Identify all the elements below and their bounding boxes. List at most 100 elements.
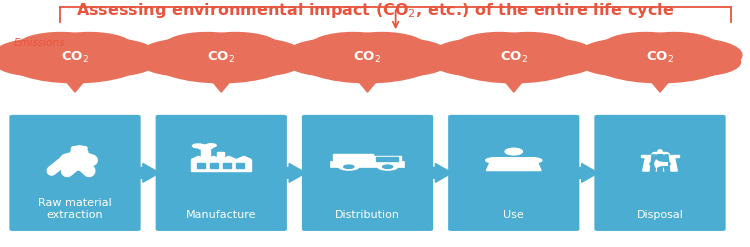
FancyBboxPatch shape: [594, 115, 725, 231]
Circle shape: [475, 53, 553, 79]
Circle shape: [578, 39, 678, 71]
Circle shape: [207, 38, 285, 63]
Circle shape: [589, 36, 731, 83]
Circle shape: [580, 48, 662, 76]
Polygon shape: [487, 158, 541, 170]
Circle shape: [500, 38, 578, 63]
Circle shape: [339, 164, 358, 170]
Circle shape: [365, 48, 448, 76]
Polygon shape: [223, 163, 231, 168]
Polygon shape: [191, 160, 251, 170]
Circle shape: [182, 53, 260, 79]
Circle shape: [450, 38, 528, 63]
Circle shape: [73, 48, 155, 76]
Circle shape: [141, 48, 224, 76]
Circle shape: [630, 33, 718, 62]
Circle shape: [484, 33, 572, 62]
Ellipse shape: [486, 158, 506, 163]
FancyBboxPatch shape: [448, 115, 579, 231]
Circle shape: [496, 39, 596, 71]
Text: Manufacture: Manufacture: [186, 210, 256, 220]
Text: Distribution: Distribution: [335, 210, 400, 220]
Circle shape: [602, 33, 690, 62]
Circle shape: [71, 148, 87, 153]
Circle shape: [16, 33, 105, 62]
Ellipse shape: [522, 158, 542, 163]
Circle shape: [286, 39, 386, 71]
Polygon shape: [136, 164, 159, 182]
Polygon shape: [201, 150, 210, 160]
Circle shape: [193, 144, 204, 148]
Circle shape: [596, 38, 674, 63]
Polygon shape: [576, 164, 598, 182]
Circle shape: [0, 48, 77, 76]
Circle shape: [57, 39, 157, 71]
Polygon shape: [503, 79, 524, 92]
Polygon shape: [236, 163, 244, 168]
Circle shape: [432, 39, 532, 71]
Circle shape: [433, 48, 516, 76]
Text: CO$_2$: CO$_2$: [207, 50, 236, 65]
Circle shape: [344, 165, 354, 168]
Circle shape: [382, 165, 393, 168]
Circle shape: [206, 144, 216, 147]
Polygon shape: [374, 156, 400, 165]
Circle shape: [377, 164, 398, 170]
Circle shape: [350, 39, 449, 71]
Circle shape: [455, 33, 544, 62]
Circle shape: [150, 36, 292, 83]
Circle shape: [303, 38, 382, 63]
Circle shape: [650, 161, 670, 167]
Circle shape: [658, 48, 740, 76]
Text: Emissions: Emissions: [13, 38, 65, 48]
FancyBboxPatch shape: [155, 115, 286, 231]
Circle shape: [442, 36, 585, 83]
Text: Assessing environmental impact (CO$_2$, etc.) of the entire life cycle: Assessing environmental impact (CO$_2$, …: [76, 1, 674, 20]
Text: CO$_2$: CO$_2$: [61, 50, 89, 65]
Circle shape: [353, 38, 432, 63]
Polygon shape: [643, 157, 677, 171]
Circle shape: [191, 33, 280, 62]
Polygon shape: [641, 155, 679, 157]
Polygon shape: [376, 157, 398, 161]
Polygon shape: [217, 152, 224, 160]
Circle shape: [61, 38, 140, 63]
Polygon shape: [191, 156, 251, 160]
FancyBboxPatch shape: [9, 115, 141, 231]
Polygon shape: [71, 147, 88, 148]
Circle shape: [512, 48, 594, 76]
Circle shape: [296, 36, 439, 83]
Circle shape: [10, 38, 89, 63]
Polygon shape: [64, 79, 86, 92]
Polygon shape: [210, 163, 218, 168]
Text: Raw material
extraction: Raw material extraction: [38, 198, 112, 220]
Text: CO$_2$: CO$_2$: [353, 50, 382, 65]
Polygon shape: [357, 79, 378, 92]
Polygon shape: [650, 79, 670, 92]
Circle shape: [140, 39, 239, 71]
Circle shape: [655, 162, 665, 165]
Polygon shape: [196, 163, 206, 168]
Circle shape: [338, 33, 426, 62]
Circle shape: [328, 53, 406, 79]
Text: Disposal: Disposal: [637, 210, 683, 220]
Circle shape: [203, 39, 303, 71]
Circle shape: [198, 145, 212, 150]
Text: CO$_2$: CO$_2$: [500, 50, 528, 65]
Ellipse shape: [505, 148, 523, 155]
Circle shape: [646, 38, 724, 63]
Circle shape: [4, 36, 146, 83]
FancyBboxPatch shape: [302, 115, 433, 231]
Circle shape: [642, 39, 742, 71]
Circle shape: [309, 33, 398, 62]
Circle shape: [219, 48, 302, 76]
Circle shape: [45, 33, 134, 62]
Polygon shape: [284, 164, 306, 182]
Polygon shape: [333, 154, 374, 165]
Polygon shape: [429, 164, 451, 182]
Text: Use: Use: [503, 210, 524, 220]
Circle shape: [158, 38, 236, 63]
Circle shape: [36, 53, 114, 79]
Text: CO$_2$: CO$_2$: [646, 50, 674, 65]
Circle shape: [621, 53, 699, 79]
